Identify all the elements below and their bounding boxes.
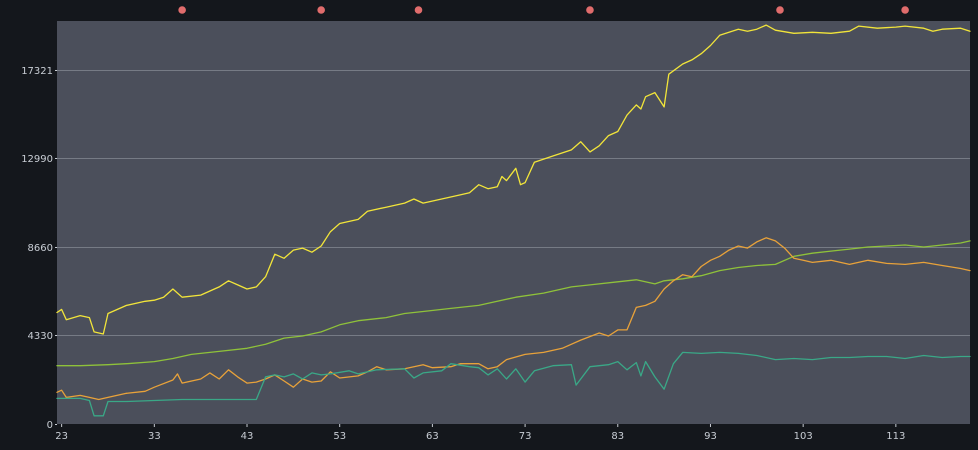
y-tick-label: 8660 <box>28 243 53 254</box>
top-marker-dot[interactable] <box>317 6 325 14</box>
y-tick-label: 17321 <box>21 66 53 77</box>
top-markers <box>178 6 909 14</box>
top-marker-dot[interactable] <box>901 6 909 14</box>
x-tick-label: 103 <box>794 431 813 442</box>
x-tick-label: 43 <box>241 431 254 442</box>
series-group <box>56 24 971 417</box>
x-axis: 23 33 43 53 63 73 83 93 103 113 <box>55 424 905 442</box>
series-line-3 <box>56 237 971 401</box>
x-tick-label: 63 <box>426 431 439 442</box>
plot-area <box>57 21 970 424</box>
y-axis: 0 4330 8660 12990 17321 <box>21 66 57 431</box>
grid-lines <box>57 70 970 336</box>
top-marker-dot[interactable] <box>178 6 186 14</box>
x-tick-label: 113 <box>886 431 905 442</box>
y-tick-label: 0 <box>47 420 53 431</box>
series-line-1 <box>56 24 971 335</box>
x-tick-label: 93 <box>704 431 717 442</box>
x-tick-label: 83 <box>611 431 624 442</box>
top-marker-dot[interactable] <box>776 6 784 14</box>
y-tick-label: 12990 <box>21 154 53 165</box>
y-tick-label: 4330 <box>28 331 53 342</box>
x-tick-label: 23 <box>55 431 68 442</box>
x-tick-label: 73 <box>519 431 532 442</box>
top-marker-dot[interactable] <box>586 6 594 14</box>
x-tick-label: 33 <box>148 431 161 442</box>
series-line-2 <box>56 240 971 367</box>
x-tick-label: 53 <box>333 431 346 442</box>
series-line-4 <box>56 351 971 417</box>
top-marker-dot[interactable] <box>414 6 423 14</box>
